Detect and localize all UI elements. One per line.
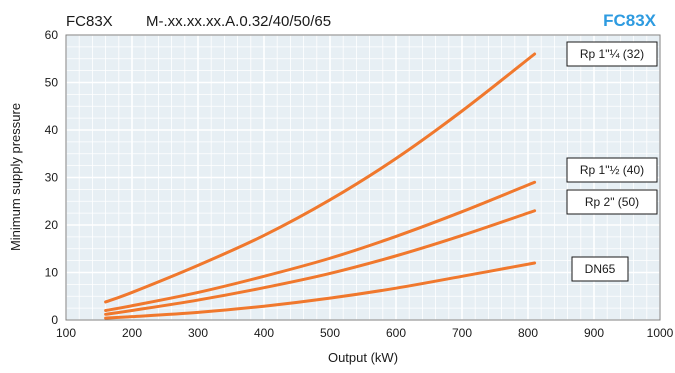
x-tick-label: 100 [56,326,76,340]
major-gridlines [65,34,661,321]
series-label-3: Rp 2" (50) [585,195,639,209]
series-label-1: Rp 1"¼ (32) [580,47,644,61]
chart-title: FC83X [66,13,113,30]
y-tick-label: 20 [45,218,59,232]
y-tick-label: 10 [45,266,59,280]
plot-border [65,34,661,321]
series-label-box-3 [566,189,658,215]
series-label-box-2 [566,157,658,183]
series-line-2 [104,180,537,312]
x-tick-label: 1000 [647,326,674,340]
x-tick-label: 400 [254,326,274,340]
series-lines [104,52,537,320]
x-tick-label: 300 [188,326,208,340]
y-tick-label: 0 [51,313,58,327]
y-axis-ticks: 0 10 20 30 40 50 60 [45,28,59,327]
series-labels: Rp 1"¼ (32) Rp 1"½ (40) Rp 2" (50) DN65 [566,41,658,282]
series-line-3 [104,209,537,316]
series-label-4: DN65 [585,262,616,276]
x-tick-label: 500 [320,326,340,340]
series-label-2: Rp 1"½ (40) [580,163,644,177]
series-label-box-4 [571,256,629,282]
x-axis-ticks: 100 200 300 400 500 600 700 800 900 1000 [56,326,674,340]
x-tick-label: 600 [386,326,406,340]
series-line-1 [104,52,537,304]
x-axis-label: Output (kW) [328,350,398,365]
y-axis-label: Minimum supply pressure [8,103,23,251]
y-tick-label: 60 [45,28,59,42]
y-tick-label: 30 [45,171,59,185]
y-tick-label: 50 [45,76,59,90]
x-tick-label: 200 [122,326,142,340]
brand-label: FC83X [603,11,657,30]
series-label-box-1 [566,41,658,67]
chart-subtitle: M-.xx.xx.xx.A.0.32/40/50/65 [146,13,331,30]
x-tick-label: 900 [584,326,604,340]
x-tick-label: 800 [518,326,538,340]
x-tick-label: 700 [452,326,472,340]
series-line-4 [104,261,537,320]
y-tick-label: 40 [45,123,59,137]
